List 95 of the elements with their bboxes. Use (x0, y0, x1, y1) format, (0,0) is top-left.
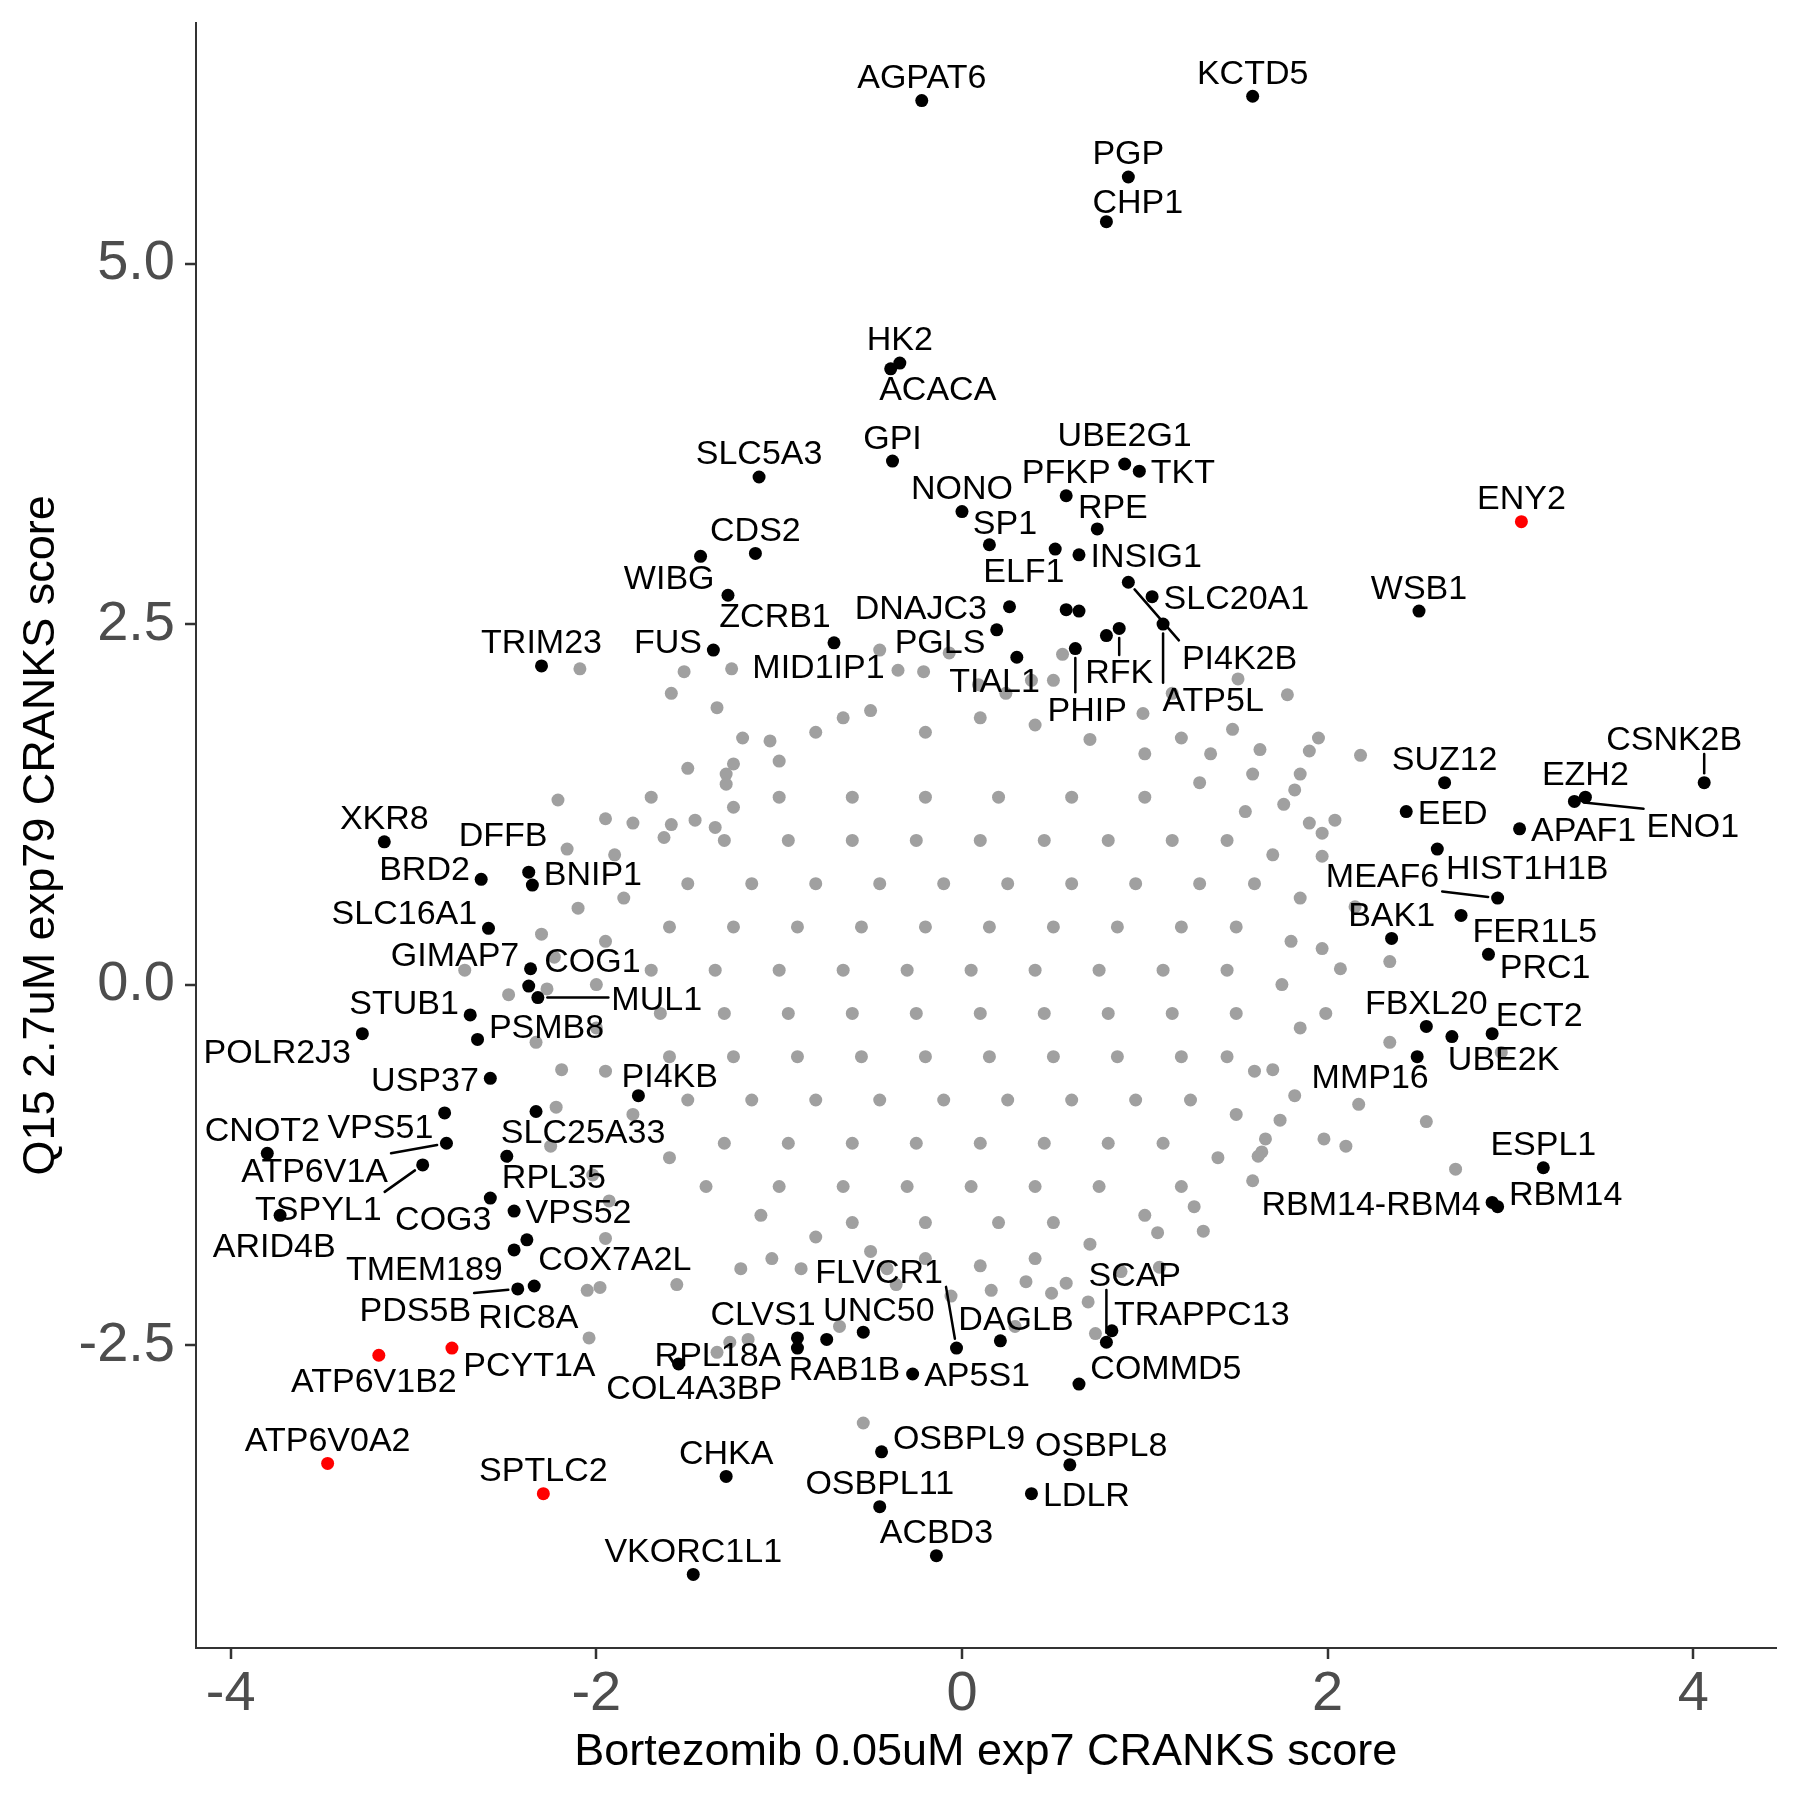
annotation: AP5S1 (924, 1355, 1030, 1394)
annotation: TIAL1 (949, 660, 1040, 699)
annotation: VPS52 (525, 1192, 632, 1231)
annotation: RBM14 (1508, 1174, 1623, 1213)
annotation: PHIP (1047, 689, 1127, 728)
annotation: ATP6V1A (241, 1150, 389, 1189)
annotation: ARID4B (212, 1226, 336, 1265)
y-axis-title: Q15 2.7uM exp79 CRANKS score (13, 495, 65, 1176)
annotation: TKT (1150, 452, 1216, 491)
annotation: AGPAT6 (857, 57, 987, 96)
annotation: APAF1 (1531, 810, 1637, 849)
annotation: STUB1 (349, 982, 459, 1021)
annotation: TMEM189 (345, 1248, 503, 1287)
annotation: TRAPPC13 (1114, 1294, 1290, 1332)
x-tick-label: -2 (571, 1659, 622, 1723)
annotation: FBXL20 (1364, 982, 1488, 1021)
annotation: MEAF6 (1325, 856, 1440, 895)
annotation: BNIP1 (543, 854, 642, 893)
annotation: CLVS1 (710, 1294, 816, 1333)
annotation: TSPYL1 (255, 1189, 382, 1228)
annotation: RAB1B (788, 1348, 901, 1387)
annotation: ESPL1 (1490, 1124, 1597, 1163)
annotation: RPL35 (501, 1156, 606, 1195)
x-tick-label: -4 (205, 1659, 256, 1723)
annotation: CHP1 (1092, 181, 1184, 220)
x-tick-label: 2 (1312, 1659, 1344, 1723)
annotation: TRIM23 (481, 622, 602, 661)
annotation: VKORC1L1 (604, 1530, 783, 1569)
annotation: FUS (634, 622, 703, 661)
annotation: MID1IP1 (752, 647, 885, 686)
annotation: ECT2 (1495, 995, 1583, 1034)
annotation: BAK1 (1348, 894, 1436, 933)
annotation: OSBPL9 (892, 1417, 1026, 1456)
x-axis-title: Bortezomib 0.05uM exp7 CRANKS score (574, 1724, 1398, 1776)
annotation: PGP (1092, 133, 1165, 172)
y-tick-label: 2.5 (97, 588, 175, 652)
annotation: SCAP (1088, 1255, 1182, 1293)
annotation: ELF1 (983, 551, 1065, 590)
annotation: WIBG (623, 558, 715, 597)
annotation: COG3 (395, 1198, 492, 1237)
annotation: OSBPL8 (1035, 1425, 1168, 1464)
annotation: COG1 (544, 940, 641, 979)
y-tick-label: 0.0 (97, 949, 175, 1013)
annotation: XKR8 (339, 798, 429, 837)
annotation: HK2 (866, 319, 933, 358)
annotation: GPI (863, 417, 922, 456)
annotation: ATP6V0A2 (244, 1419, 411, 1458)
annotation: EED (1417, 792, 1488, 831)
annotation: ACBD3 (879, 1512, 994, 1551)
annotation: SPTLC2 (479, 1450, 608, 1489)
annotation: SUZ12 (1391, 739, 1498, 778)
x-tick-label: 4 (1677, 1659, 1709, 1723)
annotation: RBM14-RBM4 (1261, 1183, 1481, 1222)
annotation: INSIG1 (1090, 536, 1202, 575)
annotation: CNOT2 (204, 1109, 321, 1148)
annotation: RFK (1085, 652, 1154, 691)
annotation: PSMB8 (488, 1006, 605, 1045)
annotation: POLR2J3 (203, 1031, 352, 1070)
annotation: USP37 (371, 1059, 479, 1098)
annotation: COX7A2L (538, 1238, 692, 1277)
annotation: ZCRB1 (719, 595, 831, 634)
y-tick-label: 5.0 (97, 227, 175, 291)
annotation: ACACA (879, 369, 997, 408)
annotation: UBE2G1 (1057, 415, 1192, 454)
annotation: OSBPL11 (805, 1463, 955, 1502)
annotation: UNC50 (823, 1290, 935, 1329)
annotation: SLC16A1 (331, 892, 478, 931)
annotation: SLC20A1 (1163, 577, 1310, 616)
annotation: ENO1 (1646, 806, 1740, 845)
annotation: PDS5B (359, 1290, 472, 1329)
annotation: GIMAP7 (390, 934, 520, 973)
annotation: PCYT1A (463, 1344, 596, 1383)
annotation: KCTD5 (1196, 52, 1309, 91)
annotation: RIC8A (478, 1296, 579, 1335)
annotation: WSB1 (1370, 567, 1468, 606)
annotation: HIST1H1B (1446, 848, 1609, 887)
annotation: CDS2 (710, 509, 801, 548)
annotation: CHKA (678, 1432, 774, 1471)
annotation: SLC5A3 (695, 433, 823, 472)
annotation: COMMD5 (1090, 1347, 1242, 1386)
annotation: LDLR (1042, 1474, 1130, 1513)
annotation: PI4KB (621, 1055, 718, 1094)
y-tick-label: -2.5 (78, 1309, 175, 1373)
annotation: UBE2K (1447, 1039, 1560, 1078)
annotation: MUL1 (611, 978, 703, 1017)
annotation: DAGLB (958, 1298, 1074, 1337)
annotation: ENY2 (1476, 478, 1566, 517)
annotation: SLC25A33 (500, 1112, 666, 1151)
annotation: VPS51 (327, 1106, 434, 1145)
annotation: FLVCR1 (815, 1251, 944, 1290)
x-tick-label: 0 (946, 1659, 978, 1723)
annotation: ATP5L (1162, 680, 1264, 719)
annotation: MMP16 (1311, 1057, 1429, 1096)
annotation: ATP6V1B2 (291, 1360, 457, 1399)
annotation: PI4K2B (1181, 637, 1298, 676)
